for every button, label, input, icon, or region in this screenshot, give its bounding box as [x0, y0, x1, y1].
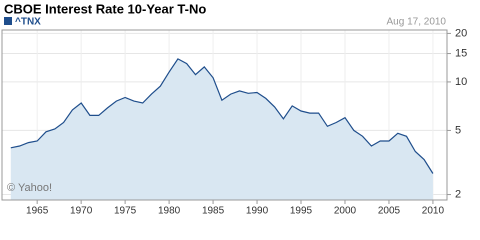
legend-label: ^TNX [15, 17, 41, 28]
x-tick-label: 1990 [246, 206, 269, 217]
chart-date: Aug 17, 2010 [387, 17, 447, 28]
area [10, 58, 433, 201]
x-tick-label: 1965 [26, 206, 49, 217]
chart: CBOE Interest Rate 10-Year T-No Aug 17, … [1, 1, 467, 217]
chart-title: CBOE Interest Rate 10-Year T-No [4, 1, 206, 16]
y-tick-label: 10 [455, 76, 467, 88]
x-tick-label: 2010 [422, 206, 445, 217]
plot-frame [1, 29, 448, 201]
x-tick-label: 1970 [70, 206, 93, 217]
x-tick-label: 2005 [378, 206, 401, 217]
y-tick-label: 20 [455, 27, 467, 39]
legend-swatch [4, 17, 12, 25]
x-tick-label: 1980 [158, 206, 181, 217]
x-tick-label: 1985 [202, 206, 225, 217]
watermark: © Yahoo! [7, 182, 52, 194]
x-tick-label: 2000 [334, 206, 357, 217]
y-tick-label: 2 [455, 188, 461, 200]
x-tick-label: 1995 [290, 206, 313, 217]
line [10, 58, 434, 174]
y-tick-label: 15 [455, 47, 467, 59]
x-tick-label: 1975 [114, 206, 137, 217]
y-tick-label: 5 [455, 124, 461, 136]
